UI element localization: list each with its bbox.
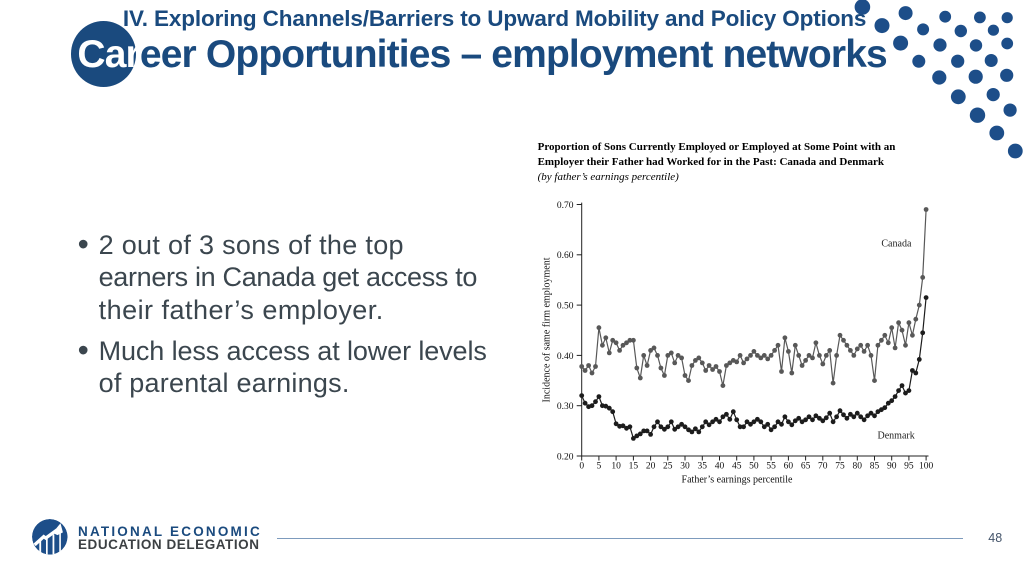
- svg-text:0: 0: [579, 462, 584, 472]
- svg-text:90: 90: [887, 462, 897, 472]
- svg-text:70: 70: [818, 462, 828, 472]
- svg-text:Father’s earnings percentile: Father’s earnings percentile: [682, 475, 793, 486]
- svg-text:45: 45: [732, 462, 742, 472]
- svg-text:55: 55: [766, 462, 776, 472]
- svg-text:60: 60: [784, 462, 794, 472]
- svg-text:Proportion of Sons Currently E: Proportion of Sons Currently Employed or…: [538, 141, 896, 153]
- svg-text:0.60: 0.60: [557, 251, 574, 261]
- svg-text:40: 40: [715, 462, 725, 472]
- svg-text:0.30: 0.30: [557, 402, 574, 412]
- svg-text:Denmark: Denmark: [878, 431, 915, 442]
- svg-text:100: 100: [919, 462, 934, 472]
- svg-text:35: 35: [698, 462, 708, 472]
- svg-text:Employer their Father had Work: Employer their Father had Worked for in …: [538, 156, 885, 168]
- svg-text:0.70: 0.70: [557, 201, 574, 211]
- svg-text:65: 65: [801, 462, 811, 472]
- svg-text:30: 30: [680, 462, 690, 472]
- svg-text:0.40: 0.40: [557, 352, 574, 362]
- svg-text:Canada: Canada: [881, 239, 912, 250]
- svg-text:75: 75: [835, 462, 845, 472]
- svg-text:20: 20: [646, 462, 656, 472]
- svg-text:10: 10: [611, 462, 621, 472]
- svg-text:85: 85: [870, 462, 880, 472]
- svg-text:15: 15: [629, 462, 639, 472]
- svg-text:80: 80: [853, 462, 863, 472]
- svg-text:(by father’s earnings percenti: (by father’s earnings percentile): [538, 171, 680, 183]
- svg-text:25: 25: [663, 462, 673, 472]
- svg-text:Incidence of same firm employm: Incidence of same firm employment: [542, 257, 553, 402]
- svg-text:5: 5: [597, 462, 602, 472]
- svg-text:0.50: 0.50: [557, 302, 574, 312]
- svg-text:0.20: 0.20: [557, 452, 574, 462]
- svg-text:95: 95: [904, 462, 914, 472]
- svg-text:50: 50: [749, 462, 759, 472]
